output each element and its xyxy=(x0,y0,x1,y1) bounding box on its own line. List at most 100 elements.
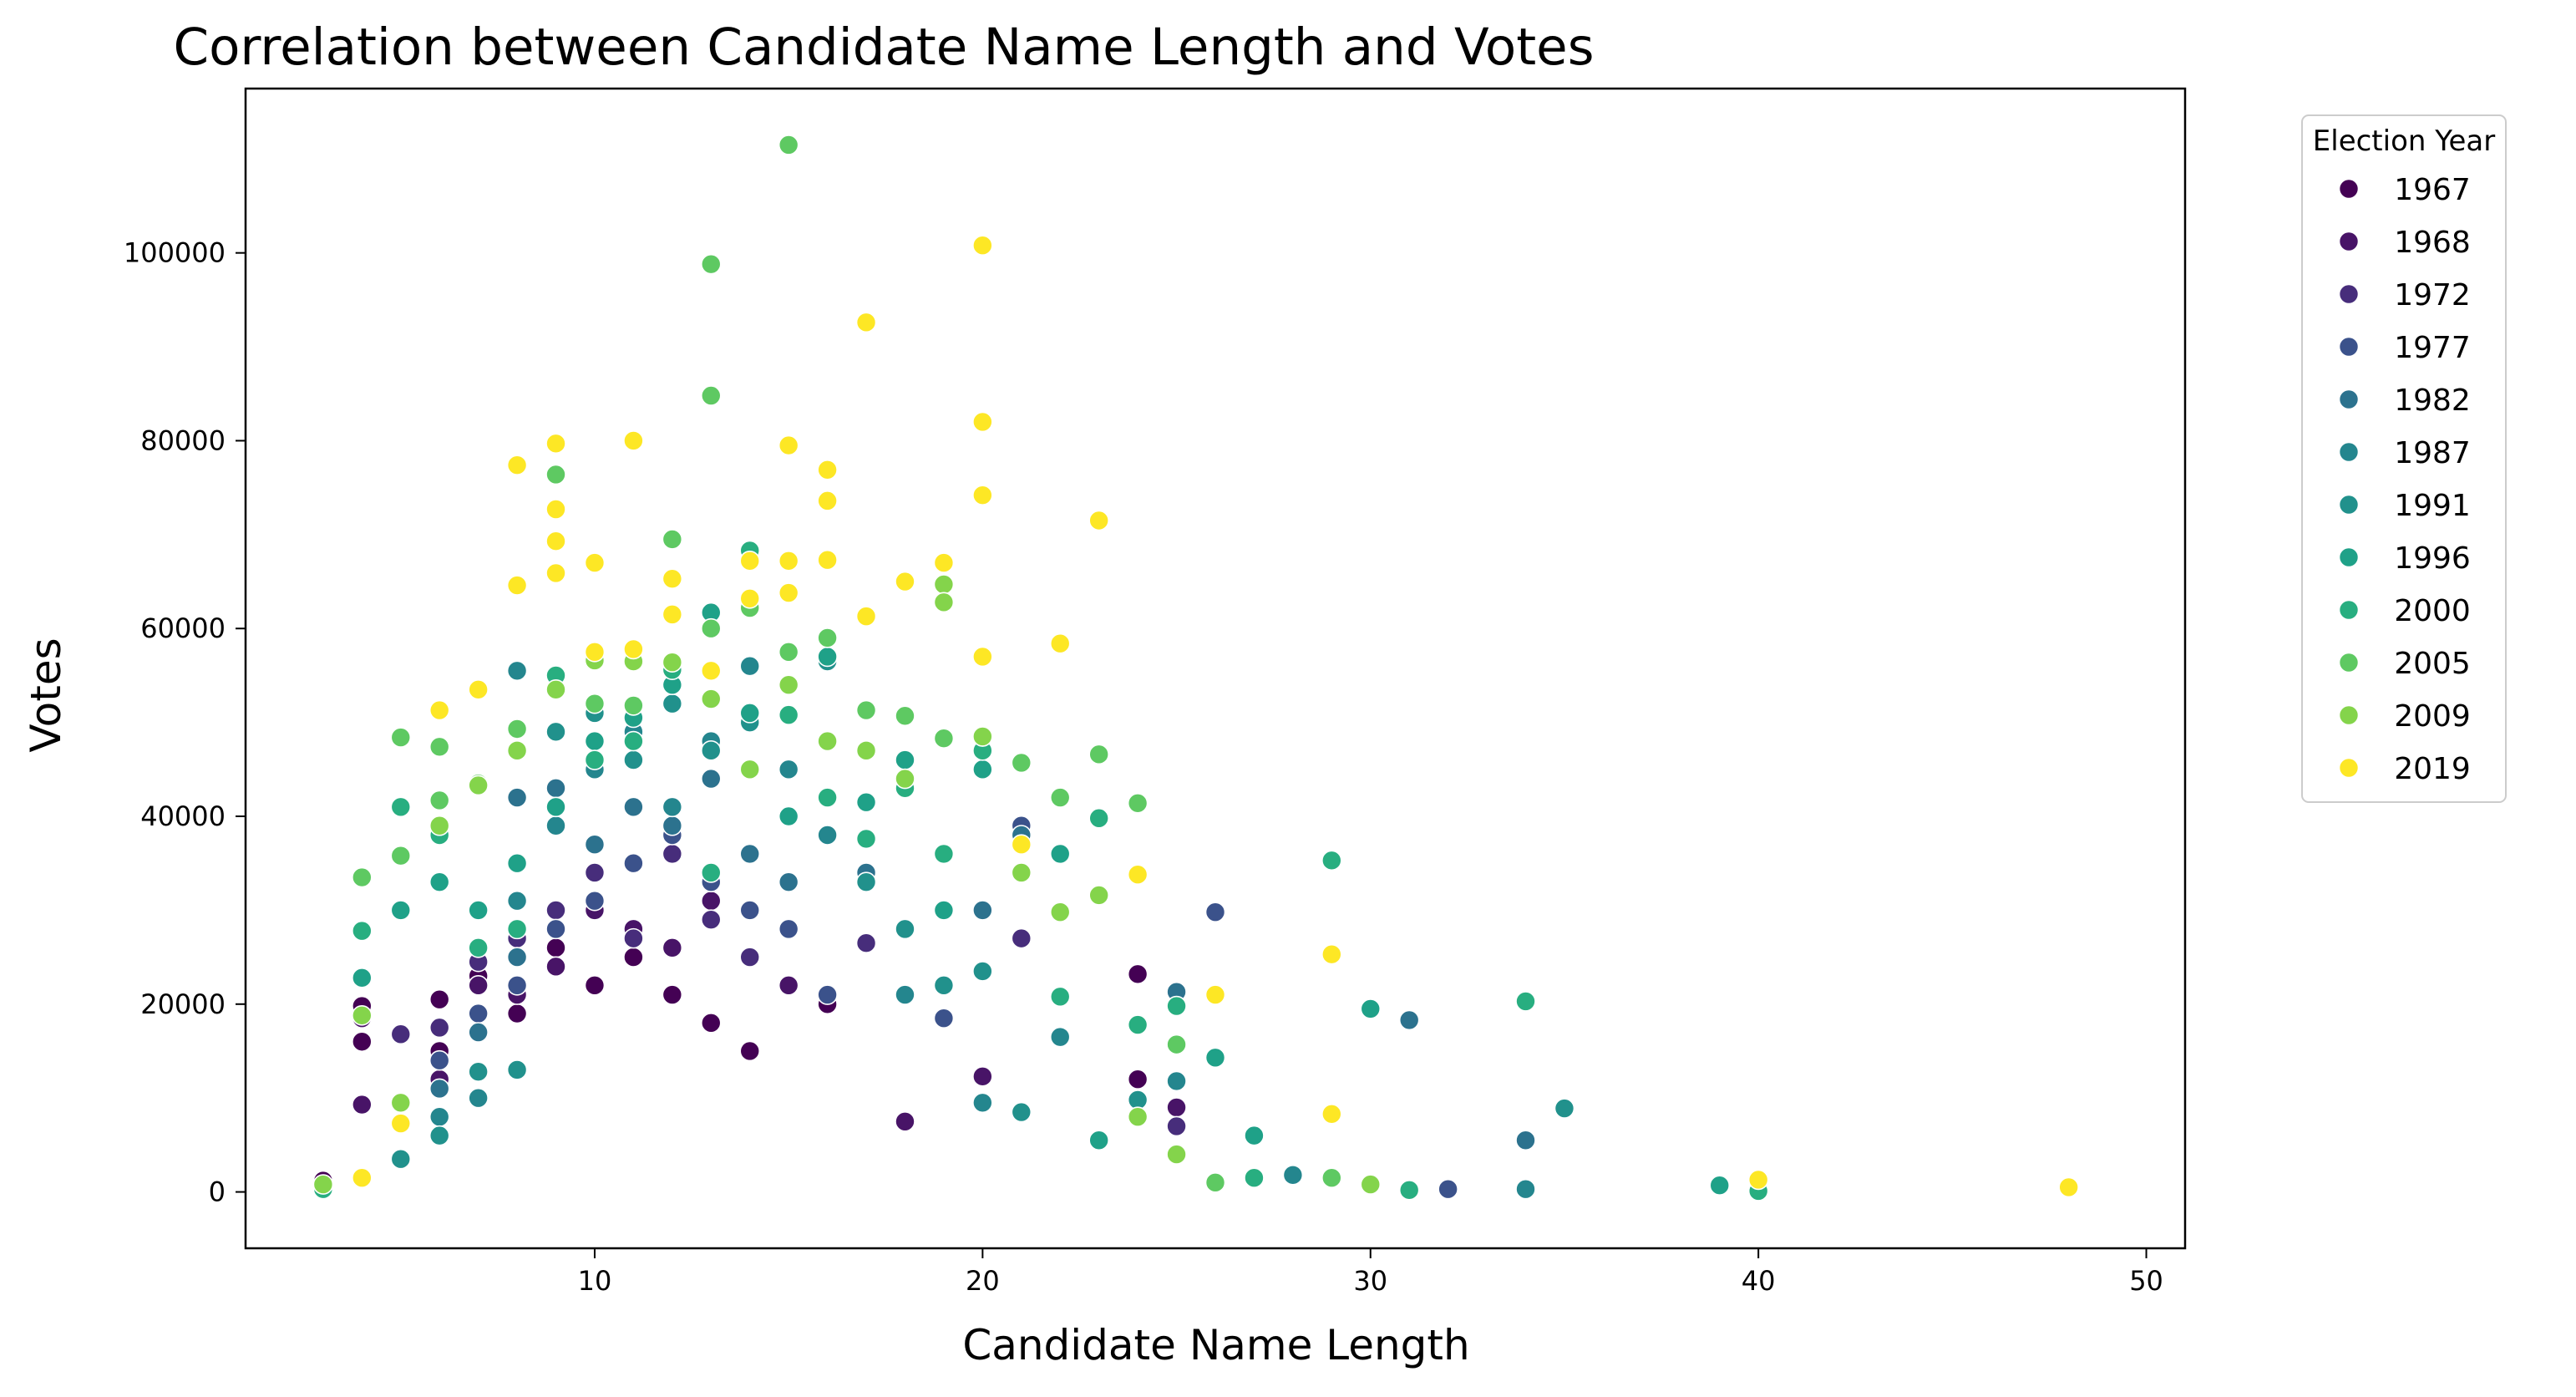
data-point xyxy=(1088,1130,1109,1151)
data-point xyxy=(739,947,761,968)
data-point xyxy=(700,385,722,406)
data-point xyxy=(623,796,644,818)
data-point xyxy=(700,1012,722,1034)
data-point xyxy=(700,768,722,790)
data-point xyxy=(972,961,993,982)
data-point xyxy=(1088,744,1109,765)
data-point xyxy=(662,693,683,714)
legend-marker xyxy=(2338,178,2360,200)
legend-marker xyxy=(2338,283,2360,305)
data-point xyxy=(739,655,761,677)
data-point xyxy=(1204,1172,1226,1193)
data-point xyxy=(662,815,683,836)
data-point xyxy=(468,937,489,958)
data-point xyxy=(545,562,566,584)
data-point xyxy=(662,568,683,589)
data-point xyxy=(1049,902,1071,922)
series-1968 xyxy=(352,890,1187,1132)
data-point xyxy=(1088,885,1109,906)
legend-label: 1982 xyxy=(2394,384,2471,418)
data-point xyxy=(1049,632,1071,654)
data-point xyxy=(428,790,450,811)
data-point xyxy=(506,719,528,739)
data-point xyxy=(739,1040,761,1062)
data-point xyxy=(584,642,606,663)
data-point xyxy=(352,866,373,888)
data-point xyxy=(623,638,644,660)
data-point xyxy=(1088,510,1109,531)
data-point xyxy=(545,531,566,552)
data-point xyxy=(1127,963,1149,985)
legend-label: 2009 xyxy=(2394,699,2471,734)
data-point xyxy=(662,529,683,550)
data-point xyxy=(933,552,955,573)
data-point xyxy=(545,464,566,485)
data-point xyxy=(506,890,528,912)
data-point xyxy=(468,1003,489,1024)
data-point xyxy=(817,825,838,846)
legend-label: 2019 xyxy=(2394,752,2471,786)
data-point xyxy=(390,1113,412,1134)
data-point xyxy=(468,1061,489,1083)
legend-label: 1996 xyxy=(2394,541,2471,576)
data-point xyxy=(1321,850,1342,871)
data-point xyxy=(855,740,877,761)
legend-label: 1977 xyxy=(2394,331,2471,365)
data-point xyxy=(1088,807,1109,829)
data-point xyxy=(506,575,528,596)
y-tick-label: 40000 xyxy=(140,800,226,832)
data-point xyxy=(1127,792,1149,814)
data-point xyxy=(506,455,528,475)
data-point xyxy=(778,135,799,155)
data-point xyxy=(1011,1101,1032,1123)
data-point xyxy=(584,975,606,996)
y-tick-label: 60000 xyxy=(140,612,226,644)
legend: Election Year 1967 1968 1972 1977 1982 1987 199… xyxy=(2301,114,2507,803)
data-point xyxy=(778,759,799,780)
data-point xyxy=(506,918,528,940)
data-point xyxy=(817,646,838,668)
data-point xyxy=(1204,984,1226,1005)
data-point xyxy=(855,932,877,954)
data-point xyxy=(662,796,683,818)
data-point xyxy=(506,975,528,996)
data-point xyxy=(428,1125,450,1146)
data-point xyxy=(545,918,566,940)
data-point xyxy=(972,726,993,747)
data-point xyxy=(623,947,644,968)
data-point xyxy=(817,459,838,480)
data-point xyxy=(506,660,528,682)
x-tick-label: 10 xyxy=(578,1265,612,1297)
data-point xyxy=(428,871,450,892)
data-point xyxy=(778,642,799,663)
data-point xyxy=(623,695,644,716)
data-point xyxy=(545,678,566,700)
data-point xyxy=(739,703,761,724)
data-point xyxy=(778,871,799,892)
data-point xyxy=(1049,787,1071,808)
data-point xyxy=(1398,1180,1420,1201)
data-point xyxy=(778,704,799,725)
data-point xyxy=(506,740,528,761)
x-tick-label: 20 xyxy=(966,1265,1000,1297)
data-point xyxy=(390,900,412,921)
data-point xyxy=(584,890,606,912)
data-point xyxy=(855,699,877,721)
data-point xyxy=(1282,1165,1304,1186)
data-point xyxy=(1321,943,1342,965)
data-point xyxy=(933,574,955,595)
data-point xyxy=(312,1174,334,1195)
legend-marker xyxy=(2338,599,2360,621)
data-point xyxy=(972,1092,993,1114)
data-point xyxy=(972,759,993,780)
data-point xyxy=(700,617,722,639)
data-point xyxy=(662,984,683,1005)
data-point xyxy=(972,235,993,256)
data-point xyxy=(933,975,955,996)
series-1996 xyxy=(352,602,1731,1196)
data-point xyxy=(506,1003,528,1024)
data-point xyxy=(1011,834,1032,856)
data-point xyxy=(468,1022,489,1043)
data-point xyxy=(855,871,877,892)
